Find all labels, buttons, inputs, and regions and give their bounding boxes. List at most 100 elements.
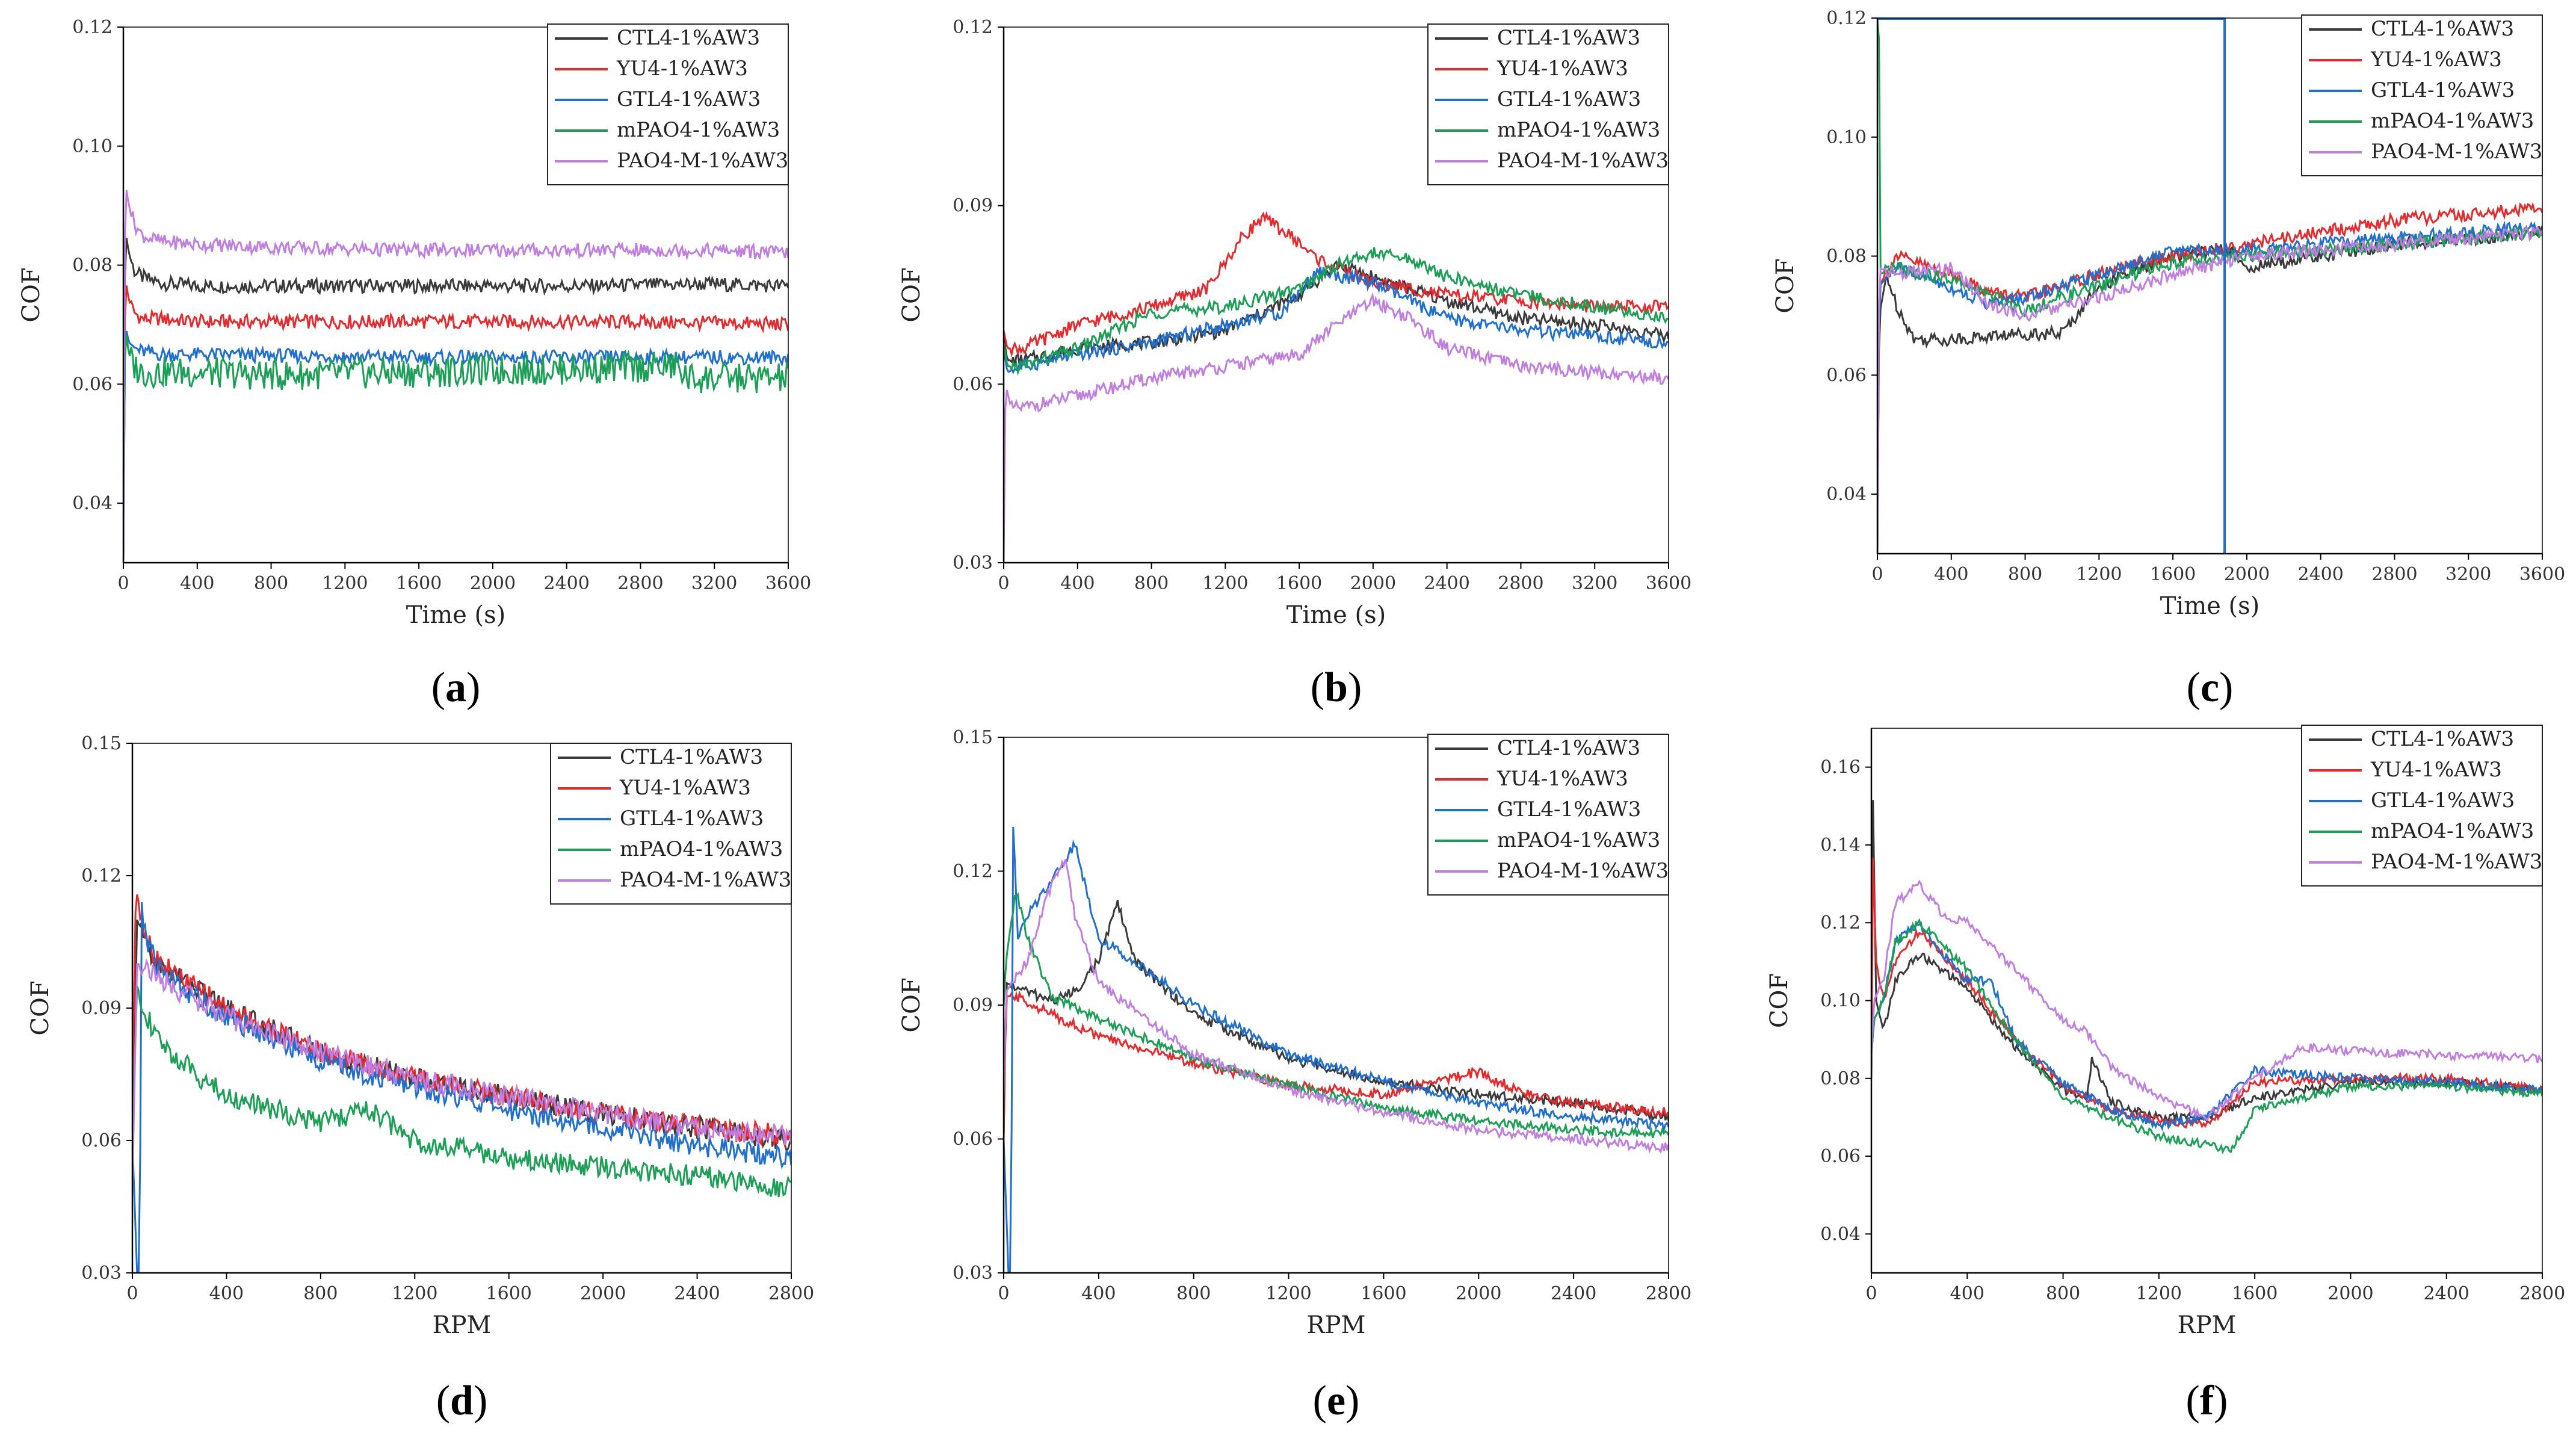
y-tick-label: 0.09 [81,998,122,1019]
caption-paren: ) [2219,664,2233,711]
series-line [132,902,791,1273]
plot-area [132,894,791,1273]
series-line [1004,990,1669,1139]
y-tick-label: 0.16 [1820,757,1861,778]
caption-letter: e [1327,1378,1345,1424]
y-axis-label: COF [26,980,54,1035]
plot-area [123,190,788,563]
legend-label: CTL4-1%AW3 [617,26,760,50]
y-tick-label: 0.12 [81,865,122,887]
y-tick-label: 0.06 [953,374,993,395]
panel-caption: (d) [436,1378,488,1424]
caption-paren: ( [1313,1378,1327,1424]
y-tick-label: 0.04 [1820,1224,1861,1245]
legend-label: YU4-1%AW3 [1496,57,1628,81]
x-tick-label: 400 [1081,1283,1116,1304]
chart-panel-b: 0 400 800 1200 1600 2000 2400 2800 3200 3600 0.03 0… [898,17,1691,711]
legend: CTL4-1%AW3 YU4-1%AW3 GTL4-1%AW3 mPAO4-1%AW3… [547,23,789,185]
legend-box [550,743,792,905]
x-tick-label: 2400 [1551,1283,1596,1304]
x-tick-label: 2800 [617,573,663,594]
x-tick-label: 0 [117,573,129,594]
legend-label: GTL4-1%AW3 [2371,788,2515,812]
x-tick-label: 0 [1865,1283,1877,1304]
x-tick-label: 2800 [768,1283,814,1304]
y-tick-label: 0.12 [1820,912,1861,933]
legend-box [1427,23,1669,185]
chart-panel-a: 0 400 800 1200 1600 2000 2400 2800 3200 3600 0.04 0… [17,17,811,711]
legend-label: CTL4-1%AW3 [620,745,763,769]
legend-box [2301,14,2543,176]
legend: CTL4-1%AW3 YU4-1%AW3 GTL4-1%AW3 mPAO4-1%AW3… [2301,14,2543,176]
legend-box [1427,734,1669,896]
legend-label: PAO4-M-1%AW3 [1497,859,1669,883]
caption-letter: a [445,664,466,711]
x-tick-label: 2800 [1498,573,1543,594]
x-tick-label: 1600 [1361,1283,1406,1304]
y-axis-label: COF [1771,258,1799,313]
y-tick-label: 0.12 [1826,8,1867,29]
x-tick-label: 2000 [580,1283,626,1304]
y-tick-label: 0.04 [1826,484,1867,505]
legend: CTL4-1%AW3 YU4-1%AW3 GTL4-1%AW3 mPAO4-1%AW3… [1427,734,1669,896]
panel-caption: (a) [431,664,481,711]
x-tick-label: 400 [180,573,214,594]
legend-label: PAO4-M-1%AW3 [2371,140,2542,164]
plot-area [1004,826,1669,1273]
x-tick-label: 1200 [1265,1283,1311,1304]
plot-area [1877,18,2542,554]
y-tick-label: 0.10 [1820,991,1861,1012]
x-tick-label: 0 [126,1283,138,1304]
series-line [1871,879,2542,1122]
caption-paren: ( [2187,664,2201,711]
x-tick-label: 800 [2008,564,2042,585]
series-line [132,958,791,1185]
x-tick-label: 3200 [2445,564,2491,585]
caption-paren: ( [1311,664,1324,711]
legend-label: mPAO4-1%AW3 [617,118,780,142]
x-tick-label: 3600 [2519,564,2565,585]
y-tick-label: 0.03 [953,1263,993,1284]
y-tick-label: 0.14 [1820,835,1861,856]
x-tick-label: 1200 [2076,564,2122,585]
legend-label: YU4-1%AW3 [619,776,751,800]
series-line [123,285,788,563]
series-line [123,190,788,563]
y-tick-label: 0.12 [953,17,993,38]
y-tick-label: 0.06 [72,374,113,395]
x-tick-label: 3600 [1646,573,1691,594]
series-line [123,238,788,563]
legend: CTL4-1%AW3 YU4-1%AW3 GTL4-1%AW3 mPAO4-1%AW3… [550,743,792,905]
legend-label: GTL4-1%AW3 [620,806,764,831]
x-axis-label: Time (s) [2160,592,2260,620]
x-tick-label: 3600 [765,573,811,594]
caption-paren: ) [1348,664,1362,711]
chart-panel-e: 0 400 800 1200 1600 2000 2400 2800 0.03 0.06 0.09 0… [898,727,1691,1424]
legend-label: mPAO4-1%AW3 [1497,118,1660,142]
legend-label: mPAO4-1%AW3 [1497,828,1660,852]
plot-area [1004,211,1669,563]
x-axis-label: RPM [1307,1311,1366,1339]
series-line [1004,859,1669,1154]
y-tick-label: 0.10 [1826,127,1867,148]
legend-label: PAO4-M-1%AW3 [617,149,788,173]
x-tick-label: 400 [1934,564,1968,585]
x-axis-label: RPM [2178,1311,2237,1339]
x-tick-label: 2400 [674,1283,720,1304]
x-tick-label: 2000 [2224,564,2270,585]
x-tick-label: 1600 [1276,573,1322,594]
x-tick-label: 0 [1871,564,1883,585]
series-line [1871,858,2542,1129]
y-tick-label: 0.09 [953,995,993,1016]
panel-caption: (c) [2187,664,2234,711]
legend-label: CTL4-1%AW3 [1497,736,1640,760]
panel-caption: (e) [1313,1378,1360,1424]
caption-letter: d [450,1378,474,1424]
x-axis-label: Time (s) [406,601,506,629]
x-tick-label: 2000 [1350,573,1396,594]
x-tick-label: 800 [2046,1283,2080,1304]
legend-label: mPAO4-1%AW3 [2371,819,2534,843]
legend-label: mPAO4-1%AW3 [2371,109,2534,133]
x-tick-label: 400 [209,1283,244,1304]
